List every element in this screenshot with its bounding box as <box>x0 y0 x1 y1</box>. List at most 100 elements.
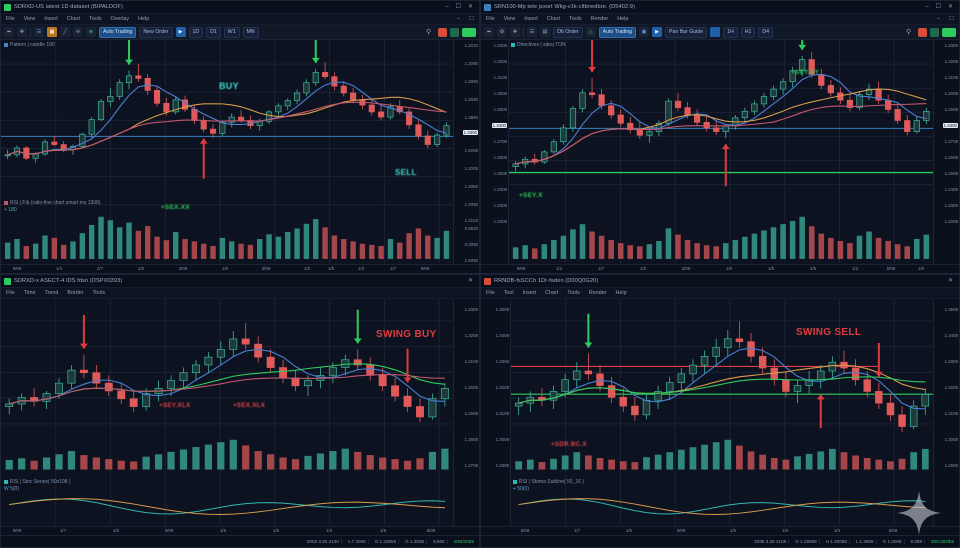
price-axis-left-top-right[interactable]: 1.3308 1.3208 1.3108 1.3008 1.2908 1.340… <box>481 40 509 273</box>
titlebar-top-right[interactable]: SRN100-Mp tete jsxort Wkg-v1k-cltbnedbre… <box>481 1 959 14</box>
bars-icon[interactable]: ☰ <box>527 27 537 37</box>
order-button[interactable]: Ob Order <box>553 26 583 38</box>
menu-item-overlay[interactable]: Overlay <box>110 16 130 22</box>
menu-item-insert[interactable]: Insert <box>524 16 538 22</box>
cursor-icon[interactable]: ➦ <box>484 27 494 37</box>
menu-item-border[interactable]: Border <box>67 290 84 296</box>
menu-item-file[interactable]: File <box>486 16 495 22</box>
accent-icon[interactable] <box>710 27 721 37</box>
crosshair-icon[interactable]: ✚ <box>510 27 520 37</box>
user-icon[interactable] <box>930 27 939 37</box>
trend-icon[interactable]: △ <box>585 27 596 37</box>
price-axis-bottom-left[interactable]: 1.3308 1.3208 1.3108 1.3008 1.2908 1.280… <box>453 299 479 535</box>
price-tick: 1.3008 <box>944 91 958 96</box>
menu-item-insert[interactable]: Insert <box>522 290 537 296</box>
notification-icon[interactable] <box>918 27 927 37</box>
signal-icon[interactable] <box>462 27 476 37</box>
menu-item-render[interactable]: Render <box>590 16 609 22</box>
auto-trading-button[interactable]: Auto Trading <box>598 26 637 38</box>
menu-minimize-icon[interactable]: – <box>457 16 461 22</box>
crosshair-icon[interactable]: ✚ <box>17 27 27 37</box>
time-tick: 2/7 <box>96 266 104 271</box>
time-tick: 1/5 <box>327 266 335 271</box>
close-button[interactable]: ✕ <box>467 278 473 284</box>
grid-icon[interactable]: ▦ <box>47 27 57 37</box>
zoom-in-icon[interactable]: ⊕ <box>86 27 96 37</box>
user-icon[interactable] <box>450 27 459 37</box>
menu-restore-icon[interactable]: ☐ <box>949 16 954 22</box>
line-icon[interactable]: ╱ <box>60 27 70 37</box>
minimize-button[interactable]: – <box>445 4 449 10</box>
titlebar-top-left[interactable]: SDRXD-US latest 1D dataset (BIPALDOF) – … <box>1 1 479 14</box>
play-icon[interactable]: ▶ <box>175 27 186 37</box>
menu-item-chart[interactable]: Chart <box>66 16 80 22</box>
price-axis-left-bottom-right[interactable]: 1.3508 1.3408 1.3308 1.3208 1.3108 1.300… <box>481 299 511 535</box>
annotation-green-top: +SEY.XY <box>791 69 820 76</box>
menu-item-help[interactable]: Help <box>138 16 150 22</box>
chart-body-top-left[interactable]: Pattern | candle 180 RSI | Fib (ratio-fi… <box>1 40 479 273</box>
signal-icon[interactable] <box>942 27 956 37</box>
chart-body-bottom-left[interactable]: SWING BUY +SEY.XLX +SEX.XLX RSI | Stoc S… <box>1 299 479 535</box>
menu-item-render[interactable]: Render <box>588 290 607 296</box>
new-order-button[interactable]: New Order <box>139 26 173 38</box>
menu-minimize-icon[interactable]: – <box>937 16 941 22</box>
candlestick-icon[interactable]: ▤ <box>540 27 550 37</box>
menu-item-insert[interactable]: Insert <box>44 16 58 22</box>
titlebar-bottom-right[interactable]: RRNDB-fsSCCh 1Dr-faden (D00Q0G20) ✕ <box>481 275 959 288</box>
price-tick: 1.3108 <box>464 359 478 364</box>
menu-item-tools[interactable]: Tools <box>88 16 102 22</box>
timeframe-d1[interactable]: D1 <box>206 26 221 38</box>
timeframe-d4[interactable]: D4 <box>758 26 773 38</box>
notification-icon[interactable] <box>438 27 447 37</box>
close-button[interactable]: ✕ <box>467 4 473 10</box>
zoom-out-icon[interactable]: ⊖ <box>73 27 83 37</box>
magnet-icon[interactable]: ♻ <box>497 27 507 37</box>
close-button[interactable]: ✕ <box>947 4 953 10</box>
time-axis-top-right[interactable]: 5/09 1/4 1/7 1/0 3/09 1/6 1/5 1/5 1/3 5/… <box>481 264 959 273</box>
price-axis-top-left[interactable]: 1.2010 1.2090 1.3090 1.3090 1.3890 1.330… <box>453 40 479 273</box>
chart-body-bottom-right[interactable]: SWING SELL +SDR.BC.X RSI | Stoma Subline… <box>481 299 959 535</box>
pan-bar-guide-button[interactable]: Pan Bar Guide <box>665 26 708 38</box>
close-button[interactable]: ✕ <box>947 278 953 284</box>
price-axis-right-top-right[interactable]: 1.3308 1.3208 1.3108 1.3008 1.2908 1.340… <box>933 40 959 273</box>
timeframe-h1[interactable]: H1 <box>740 26 756 38</box>
menu-item-tools[interactable]: Tools <box>567 290 580 296</box>
chart-body-top-right[interactable]: Directives | sdeq TON <box>481 40 959 273</box>
price-axis-right-bottom-right[interactable]: 1.3508 1.3408 1.3308 1.3208 1.3108 1.300… <box>933 299 959 535</box>
maximize-button[interactable]: ☐ <box>455 4 461 10</box>
menu-item-chart[interactable]: Chart <box>545 290 559 296</box>
minimize-button[interactable]: – <box>925 4 929 10</box>
titlebar-bottom-left[interactable]: SDRXD-x ASECT-4 IDS fdsn (DSPX0393) ✕ <box>1 275 479 288</box>
time-axis-top-left[interactable]: 5/09 1/4 2/7 1/0 3/09 1/6 3/09 1/0 1/5 1… <box>1 264 479 273</box>
menu-item-file[interactable]: File <box>6 16 15 22</box>
menu-item-help[interactable]: Help <box>615 290 627 296</box>
menu-restore-icon[interactable]: ☐ <box>469 16 474 22</box>
timeframe-w1[interactable]: W1 <box>223 26 240 38</box>
menu-item-view[interactable]: View <box>23 16 36 22</box>
window-top-left: SDRXD-US latest 1D dataset (BIPALDOF) – … <box>0 0 480 274</box>
search-icon[interactable]: ⚲ <box>906 28 912 36</box>
time-axis-bottom-right[interactable]: 5/09 1/7 1/0 3/09 1/6 1/5 1/3 5/09 <box>481 526 959 535</box>
menu-item-file[interactable]: File <box>486 290 495 296</box>
menu-item-trend[interactable]: Trend <box>44 290 59 296</box>
menu-item-view[interactable]: View <box>503 16 516 22</box>
cursor-icon[interactable]: ➦ <box>4 27 14 37</box>
candlestick-icon[interactable]: ☰ <box>34 27 44 37</box>
play-icon[interactable]: ▶ <box>652 27 663 37</box>
menu-item-file[interactable]: File <box>6 290 15 296</box>
menu-item-tool[interactable]: Tool <box>503 290 514 296</box>
menu-item-tools[interactable]: Tools <box>92 290 106 296</box>
menu-item-time[interactable]: Time <box>23 290 36 296</box>
snapshot-icon[interactable]: ▣ <box>639 27 650 37</box>
menu-item-help[interactable]: Help <box>617 16 629 22</box>
timeframe-1h[interactable]: 1H <box>723 26 738 38</box>
menu-item-tools[interactable]: Tools <box>568 16 582 22</box>
maximize-button[interactable]: ☐ <box>935 4 941 10</box>
timeframe-mn[interactable]: MN <box>242 26 259 38</box>
auto-trading-button[interactable]: Auto Trading <box>99 26 137 38</box>
time-axis-bottom-left[interactable]: 5/09 1/7 1/0 3/09 1/6 1/5 1/3 1/8 5/09 <box>1 526 479 535</box>
search-icon[interactable]: ⚲ <box>426 28 432 36</box>
menu-item-chart[interactable]: Chart <box>546 16 560 22</box>
timeframe-1d[interactable]: 1D <box>188 26 204 38</box>
